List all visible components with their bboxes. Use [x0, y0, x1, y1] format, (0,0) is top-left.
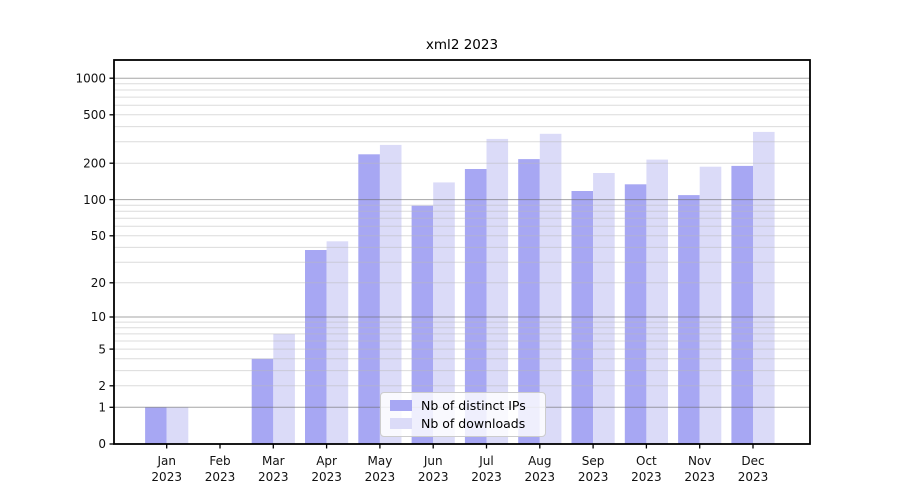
- svg-text:2023: 2023: [205, 470, 236, 484]
- legend-swatch-ips: [390, 400, 412, 412]
- svg-text:2023: 2023: [578, 470, 609, 484]
- svg-text:2023: 2023: [311, 470, 342, 484]
- svg-text:2023: 2023: [738, 470, 769, 484]
- svg-text:2023: 2023: [258, 470, 289, 484]
- svg-text:200: 200: [83, 156, 106, 170]
- svg-text:Nov: Nov: [688, 454, 711, 468]
- svg-text:2023: 2023: [418, 470, 449, 484]
- svg-text:Aug: Aug: [528, 454, 551, 468]
- svg-text:10: 10: [91, 310, 106, 324]
- svg-text:1: 1: [98, 401, 106, 415]
- svg-text:Mar: Mar: [262, 454, 285, 468]
- svg-text:1000: 1000: [75, 71, 106, 85]
- svg-text:50: 50: [91, 229, 106, 243]
- svg-text:Jan: Jan: [156, 454, 176, 468]
- svg-text:2023: 2023: [151, 470, 182, 484]
- legend: Nb of distinct IPs Nb of downloads: [380, 392, 546, 437]
- svg-text:Jun: Jun: [423, 454, 443, 468]
- svg-text:Apr: Apr: [316, 454, 337, 468]
- svg-text:Oct: Oct: [636, 454, 657, 468]
- svg-text:100: 100: [83, 193, 106, 207]
- svg-text:20: 20: [91, 276, 106, 290]
- legend-item-distinct-ips: Nb of distinct IPs: [390, 398, 536, 413]
- svg-text:May: May: [367, 454, 392, 468]
- svg-text:2023: 2023: [631, 470, 662, 484]
- legend-label-downloads: Nb of downloads: [421, 415, 526, 431]
- legend-item-downloads: Nb of downloads: [390, 416, 536, 431]
- svg-text:2023: 2023: [525, 470, 556, 484]
- svg-text:500: 500: [83, 108, 106, 122]
- legend-label-ips: Nb of distinct IPs: [421, 398, 526, 414]
- svg-text:2023: 2023: [684, 470, 715, 484]
- svg-text:Dec: Dec: [741, 454, 764, 468]
- chart-title: xml2 2023: [425, 37, 499, 53]
- svg-text:2023: 2023: [365, 470, 396, 484]
- svg-text:2023: 2023: [471, 470, 502, 484]
- legend-swatch-downloads: [390, 417, 412, 429]
- svg-text:5: 5: [98, 342, 106, 356]
- svg-text:Feb: Feb: [209, 454, 230, 468]
- svg-text:Jul: Jul: [478, 454, 493, 468]
- svg-text:2: 2: [98, 379, 106, 393]
- svg-text:0: 0: [98, 437, 106, 451]
- svg-text:Sep: Sep: [582, 454, 605, 468]
